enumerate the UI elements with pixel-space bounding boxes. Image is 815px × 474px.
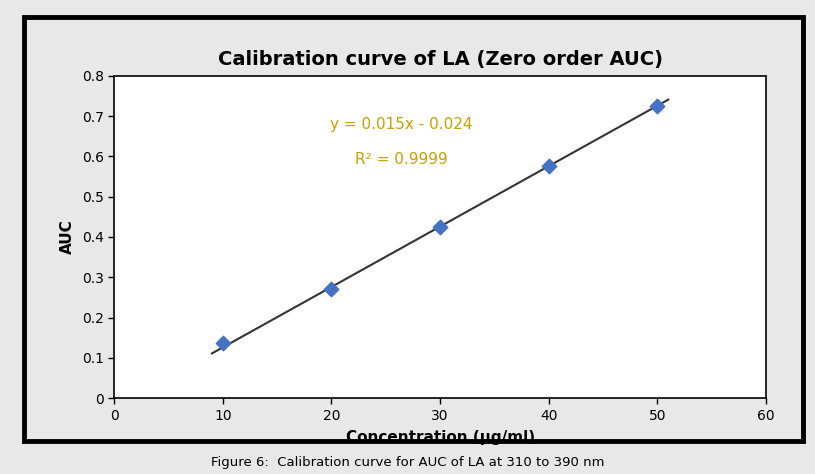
Text: R² = 0.9999: R² = 0.9999 [355, 152, 447, 167]
Point [216, 339, 229, 347]
Y-axis label: AUC: AUC [59, 219, 75, 255]
X-axis label: Concentration (μg/ml): Concentration (μg/ml) [346, 429, 535, 445]
Text: Figure 6:  Calibration curve for AUC of LA at 310 to 390 nm: Figure 6: Calibration curve for AUC of L… [211, 456, 604, 469]
Point [542, 162, 555, 170]
Point [651, 102, 664, 109]
Point [325, 285, 338, 292]
Point [434, 223, 447, 230]
Title: Calibration curve of LA (Zero order AUC): Calibration curve of LA (Zero order AUC) [218, 50, 663, 69]
Text: y = 0.015x - 0.024: y = 0.015x - 0.024 [330, 117, 472, 132]
